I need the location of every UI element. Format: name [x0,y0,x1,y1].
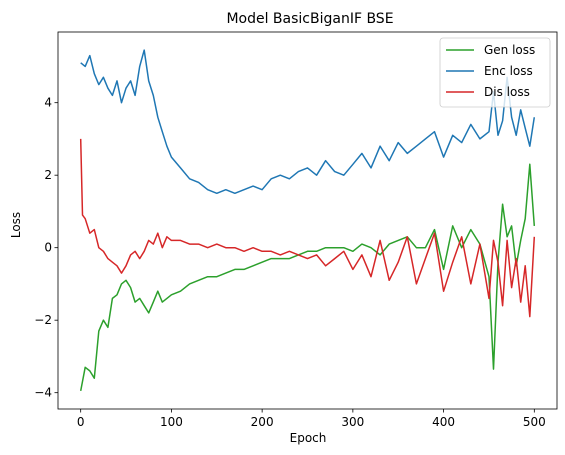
legend-box [439,37,551,108]
x-tick-label: 200 [251,415,274,429]
series-line-gen-loss [79,163,536,392]
plot-frame [57,31,558,410]
axes-layer: 0 100 200 300 400 500 −4 −2 0 2 4 [34,31,558,429]
x-tick-label: 500 [523,415,546,429]
y-tick-label: −4 [34,386,52,400]
x-axis-label: Epoch [290,431,327,445]
chart-title: Model BasicBiganIF BSE [226,11,393,27]
legend: Gen loss Enc loss Dis loss [439,37,551,108]
legend-label-enc-loss: Enc loss [484,64,533,78]
series-line-enc-loss [80,49,536,195]
x-tick-label: 300 [341,415,364,429]
y-tick-label: 0 [44,241,52,255]
x-tick-label: 0 [77,415,85,429]
legend-label-dis-loss: Dis loss [484,85,530,99]
y-tick-label: −2 [34,313,52,327]
series-line-dis-loss [79,138,536,318]
series-layer [79,49,536,392]
x-tick-label: 400 [432,415,455,429]
y-axis-label: Loss [9,212,23,238]
y-tick-label: 4 [44,96,52,110]
legend-label-gen-loss: Gen loss [484,43,535,57]
y-tick-label: 2 [44,168,52,182]
x-tick-label: 100 [160,415,183,429]
